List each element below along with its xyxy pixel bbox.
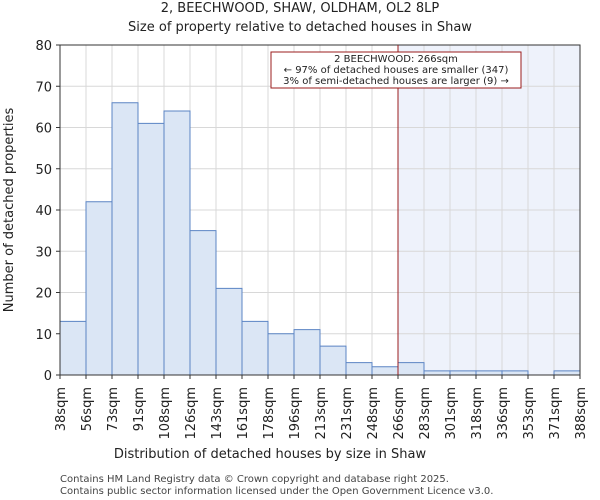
annotation-frame [270,51,522,89]
y-tick-label: 60 [35,122,52,137]
histogram-bar [267,333,295,376]
histogram-bar [111,102,139,376]
histogram-bar [501,370,529,376]
x-tick-label: 213sqm [314,387,329,440]
x-tick-label: 353sqm [522,387,537,440]
y-tick-label: 80 [35,39,52,54]
histogram-bar [241,320,269,376]
histogram-bar [371,366,399,376]
x-tick-label: 108sqm [158,387,173,440]
y-tick-label: 40 [35,204,52,219]
x-tick-label: 143sqm [210,387,225,440]
histogram-bar [163,110,191,376]
x-tick-label: 126sqm [184,387,199,440]
histogram-bar [423,370,451,376]
x-tick-label: 371sqm [548,387,563,440]
x-tick-label: 318sqm [470,387,485,440]
histogram-bar [85,201,113,376]
footer-line-2: Contains public sector information licen… [60,486,493,497]
y-tick-label: 20 [35,287,52,302]
x-tick-label: 196sqm [288,387,303,440]
annotation-line-3: 3% of semi-detached houses are larger (9… [283,76,509,87]
x-axis-label: Distribution of detached houses by size … [114,447,427,462]
histogram-bar [319,345,347,376]
x-tick-label: 388sqm [574,387,589,440]
annotation-line-1: 2 BEECHWOOD: 266sqm [334,54,458,65]
histogram-bar [215,287,243,376]
y-tick-label: 70 [35,80,52,95]
histogram-bar [475,370,503,376]
x-tick-label: 56sqm [80,387,95,431]
y-tick-label: 10 [35,328,52,343]
x-tick-label: 301sqm [444,387,459,440]
x-tick-label: 336sqm [496,387,511,440]
x-tick-label: 73sqm [106,387,121,431]
histogram-bar [345,362,373,376]
x-tick-label: 178sqm [262,387,277,440]
chart-title: 2, BEECHWOOD, SHAW, OLDHAM, OL2 8LP [161,1,440,16]
histogram-bar [293,329,321,376]
histogram-bar [397,362,425,376]
histogram-bar [449,370,477,376]
x-tick-label: 248sqm [366,387,381,440]
chart-subtitle: Size of property relative to detached ho… [128,20,472,35]
x-tick-label: 266sqm [392,387,407,440]
x-tick-label: 283sqm [418,387,433,440]
x-tick-label: 38sqm [54,387,69,431]
y-axis-label: Number of detached properties [2,108,17,313]
y-tick-label: 50 [35,163,52,178]
footer-line-1: Contains HM Land Registry data © Crown c… [60,474,449,485]
histogram-bar [189,230,217,376]
x-tick-label: 161sqm [236,387,251,440]
annotation-box: 2 BEECHWOOD: 266sqm ← 97% of detached ho… [270,51,522,89]
histogram-bar [137,122,165,376]
histogram-bar [59,320,87,376]
y-tick-label: 0 [44,369,52,384]
histogram-bar [553,370,581,376]
y-tick-label: 30 [35,245,52,260]
x-tick-label: 231sqm [340,387,355,440]
x-tick-label: 91sqm [132,387,147,431]
annotation-line-2: ← 97% of detached houses are smaller (34… [284,65,509,76]
